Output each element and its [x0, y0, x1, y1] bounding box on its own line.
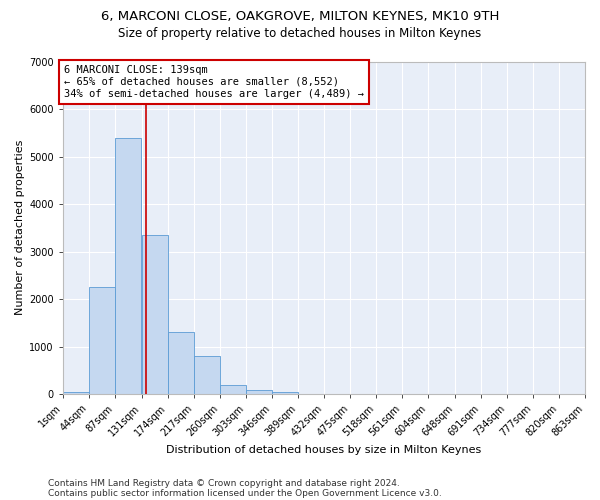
- Text: Contains HM Land Registry data © Crown copyright and database right 2024.: Contains HM Land Registry data © Crown c…: [48, 478, 400, 488]
- Bar: [115, 138, 141, 394]
- Bar: [63, 392, 89, 394]
- Text: 6 MARCONI CLOSE: 139sqm
← 65% of detached houses are smaller (8,552)
34% of semi: 6 MARCONI CLOSE: 139sqm ← 65% of detache…: [64, 66, 364, 98]
- Bar: [142, 235, 167, 394]
- Text: Contains public sector information licensed under the Open Government Licence v3: Contains public sector information licen…: [48, 488, 442, 498]
- Text: 6, MARCONI CLOSE, OAKGROVE, MILTON KEYNES, MK10 9TH: 6, MARCONI CLOSE, OAKGROVE, MILTON KEYNE…: [101, 10, 499, 23]
- Bar: [167, 332, 194, 394]
- X-axis label: Distribution of detached houses by size in Milton Keynes: Distribution of detached houses by size …: [166, 445, 482, 455]
- Text: Size of property relative to detached houses in Milton Keynes: Size of property relative to detached ho…: [118, 28, 482, 40]
- Y-axis label: Number of detached properties: Number of detached properties: [15, 140, 25, 316]
- Bar: [272, 392, 298, 394]
- Bar: [194, 356, 220, 394]
- Bar: [220, 385, 246, 394]
- Bar: [89, 287, 115, 394]
- Bar: [246, 390, 272, 394]
